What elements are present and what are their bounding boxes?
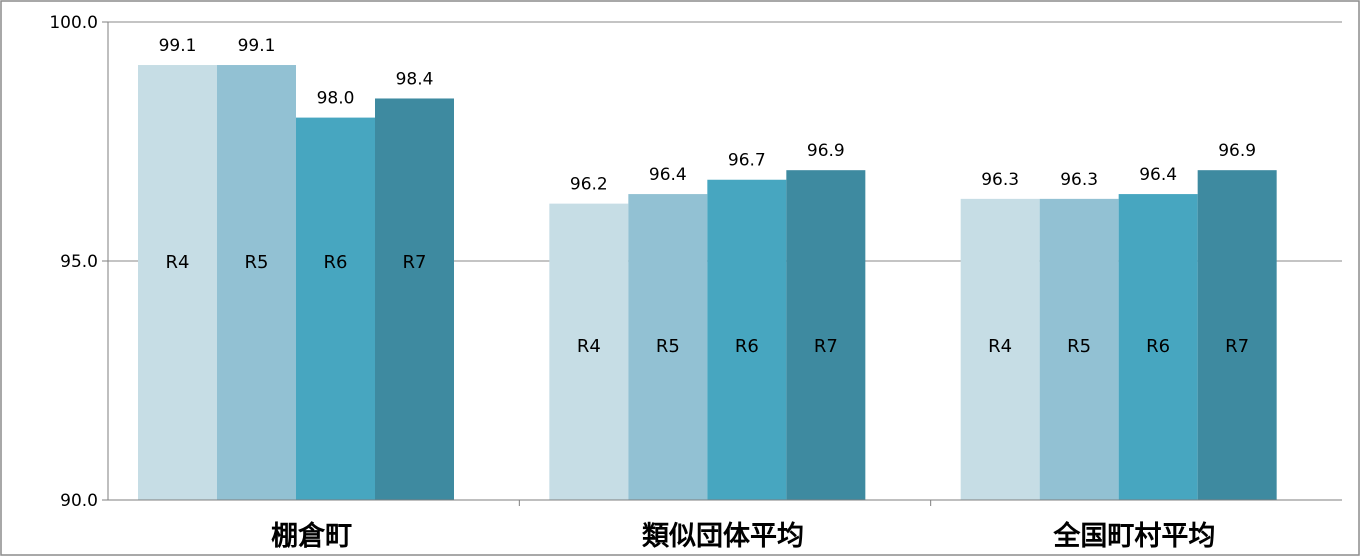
category-label: 棚倉町 [271,520,352,552]
data-label: 96.4 [1139,165,1177,185]
bar [707,179,787,501]
bar [786,170,866,500]
y-tick-label: 100.0 [49,13,98,33]
series-name-label: R5 [1067,336,1091,357]
bar [217,65,296,501]
data-label: 96.4 [649,165,687,185]
bar [375,98,454,500]
series-name-label: R4 [166,252,190,273]
series-name-label: R6 [1146,336,1170,357]
series-name-label: R7 [1225,336,1249,357]
labels: 100.0 95.0 90.0 棚倉町 99.1 R4 99.1 R5 98.0 R6 98.4 R7… [49,13,1256,552]
bar [628,194,708,500]
data-label: 99.1 [238,36,276,56]
data-label: 96.3 [981,170,1019,190]
bar [138,65,217,501]
data-label: 98.0 [317,89,355,109]
data-label: 96.7 [728,151,766,171]
bar [296,117,375,500]
bar [1039,198,1119,501]
data-label: 96.9 [807,141,845,161]
series-name-label: R7 [814,336,838,357]
bar [1197,170,1277,500]
series-name-label: R6 [324,252,348,273]
data-label: 98.4 [396,69,434,89]
series-name-label: R7 [403,252,427,273]
category-label: 全国町村平均 [1052,520,1215,552]
series-name-label: R4 [577,336,601,357]
data-label: 99.1 [159,36,197,56]
axes [102,21,1342,506]
category-label: 類似団体平均 [642,521,804,552]
series-name-label: R6 [735,336,759,357]
bar [1118,194,1198,500]
y-tick-label: 95.0 [60,252,98,272]
bar [549,203,629,500]
bar [960,198,1040,501]
y-tick-label: 90.0 [60,491,98,511]
series-name-label: R4 [988,336,1012,357]
data-label: 96.2 [570,175,608,195]
data-label: 96.9 [1218,141,1256,161]
bars [138,65,1277,501]
data-label: 96.3 [1060,170,1098,190]
series-name-label: R5 [656,336,680,357]
series-name-label: R5 [245,252,269,273]
